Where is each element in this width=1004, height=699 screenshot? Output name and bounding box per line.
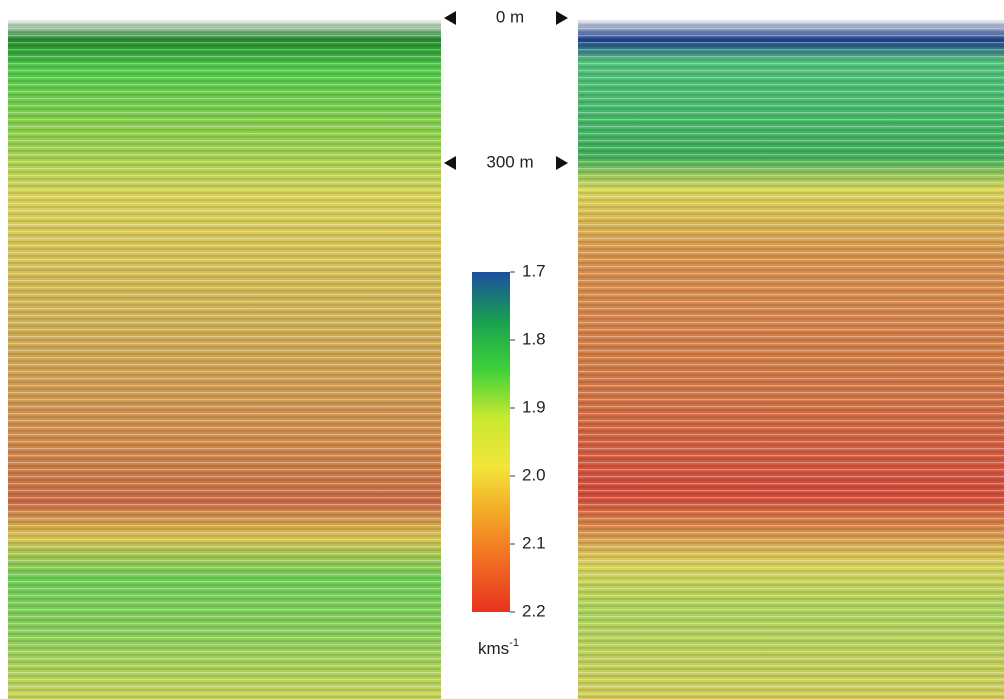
arrow-right (556, 156, 568, 170)
left-reflectors (8, 20, 441, 699)
colorbar (472, 272, 510, 612)
arrow-left (444, 156, 456, 170)
colorbar-tick-label: 2.0 (522, 465, 546, 484)
unit-label: kms-1 (478, 637, 519, 659)
colorbar-tick-label: 2.2 (522, 601, 546, 620)
arrow-right (556, 11, 568, 25)
colorbar-tick-label: 2.1 (522, 533, 546, 552)
figure: 0 m 300 m kms-1 1.7 1.8 1.9 2.0 2.1 2.2 (0, 0, 1004, 699)
arrow-left (444, 11, 456, 25)
right-reflectors (578, 20, 1004, 699)
unit-exponent: -1 (509, 637, 519, 649)
unit: kms (478, 639, 509, 658)
colorbar-tick-label: 1.8 (522, 329, 546, 348)
colorbar-tick-label: 1.9 (522, 397, 546, 416)
depth-label: 0 m (496, 7, 524, 26)
depth-label: 300 m (486, 152, 533, 171)
colorbar-tick-label: 1.7 (522, 261, 546, 280)
